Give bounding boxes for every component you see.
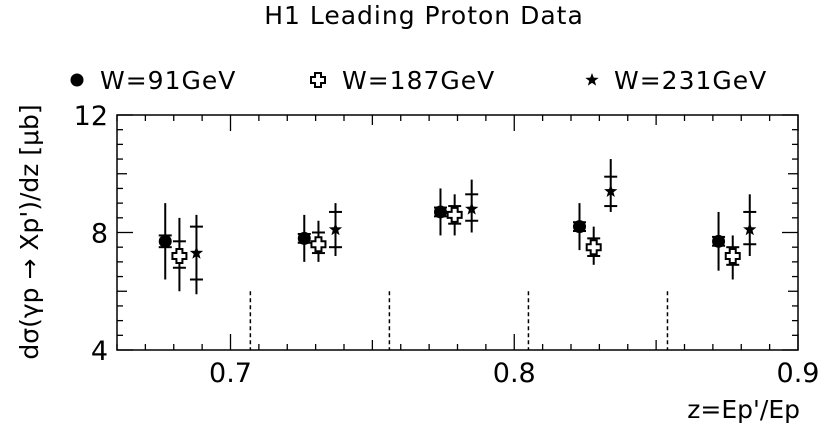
marker-star [189, 246, 204, 259]
data-point [189, 214, 204, 295]
marker-cross [310, 236, 327, 253]
x-axis-label: z=Ep'/Ep [687, 395, 800, 424]
x-tick-label: 0.7 [209, 358, 252, 389]
marker-circle [573, 220, 587, 234]
marker-star [604, 184, 618, 198]
y-tick-label: 8 [91, 219, 108, 250]
data-point [328, 203, 343, 256]
y-tick-label: 12 [74, 101, 108, 132]
marker-star [743, 222, 757, 236]
axis-ticks: 0.7 0.8 0.9 4 8 12 [74, 101, 818, 389]
data-point [310, 220, 327, 262]
plot-frame [116, 114, 799, 351]
legend-label: W=231GeV [614, 66, 767, 95]
legend: W=91GeV W=187GeV W=231GeV [70, 66, 767, 95]
data-point [446, 194, 463, 236]
marker-circle [297, 231, 311, 245]
marker-cross [171, 248, 188, 264]
bin-separators [249, 291, 669, 350]
data-point [585, 226, 602, 265]
marker-star [328, 222, 343, 236]
data-point [297, 214, 311, 262]
y-axis-label: dσ(γp → Xp')/dz [μb] [15, 104, 44, 359]
data-point [724, 235, 741, 280]
data-point [573, 203, 587, 251]
marker-circle [712, 234, 726, 248]
marker-circle [433, 205, 447, 219]
legend-marker-star [585, 73, 599, 86]
marker-cross [585, 239, 602, 256]
marker-cross [446, 206, 463, 223]
legend-marker-circle [70, 73, 84, 87]
data-point [465, 179, 479, 233]
data-point [171, 217, 188, 292]
x-tick-label: 0.9 [777, 358, 818, 389]
x-tick-label: 0.8 [493, 358, 536, 389]
data-point [743, 194, 757, 256]
data-point [604, 159, 618, 212]
marker-circle [158, 234, 172, 248]
data-point [712, 211, 726, 271]
marker-star [465, 202, 479, 215]
chart-title: H1 Leading Proton Data [264, 1, 584, 30]
y-tick-label: 4 [91, 336, 108, 367]
legend-label: W=91GeV [100, 66, 236, 95]
marker-cross [724, 248, 741, 264]
legend-marker-cross [310, 72, 326, 88]
data-point [158, 203, 172, 280]
data-marks [158, 159, 757, 295]
legend-label: W=187GeV [342, 66, 495, 95]
data-point [433, 188, 447, 236]
